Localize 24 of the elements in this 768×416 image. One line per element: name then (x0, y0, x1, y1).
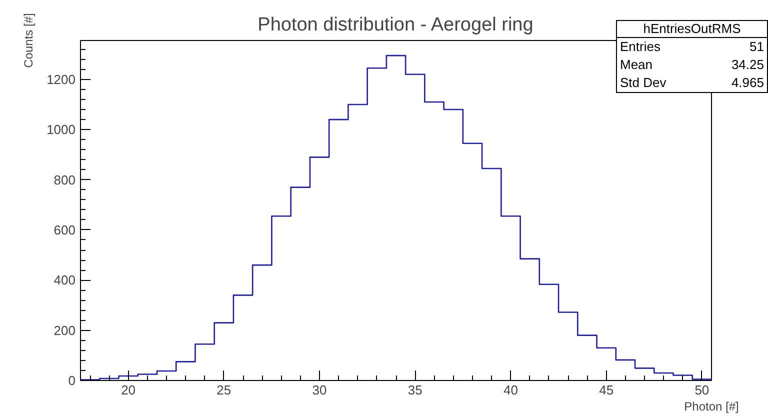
annotation: Entries (620, 38, 660, 56)
text: hEntriesOutRMS (617, 21, 767, 38)
y-tick-label: 600 (54, 222, 76, 238)
x-tick-label: 50 (694, 382, 710, 398)
y-tick-label: 1000 (46, 122, 76, 138)
text: 51 (750, 38, 764, 56)
y-tick-label: 1200 (46, 72, 76, 87)
y-tick-label: 200 (54, 322, 76, 338)
x-tick-label: 35 (408, 382, 422, 398)
y-axis-title: Counts [#] (22, 13, 36, 68)
x-tick-label: 45 (599, 382, 614, 398)
y-tick-label: 800 (54, 172, 76, 188)
x-tick-label: 20 (121, 382, 136, 398)
x-tick-label: 25 (216, 382, 232, 398)
x-tick-label: 30 (312, 382, 327, 398)
y-tick-label: 0 (68, 373, 76, 388)
text: 4.965 (731, 74, 764, 92)
annotation: Std Dev (620, 74, 666, 92)
x-axis-title: Photon [#] (684, 400, 739, 414)
text: 34.25 (731, 56, 764, 74)
annotation: Mean (620, 56, 653, 74)
y-tick-label: 400 (54, 272, 76, 288)
chart-title: Photon distribution - Aerogel ring (258, 14, 534, 36)
x-tick-label: 40 (503, 382, 518, 398)
